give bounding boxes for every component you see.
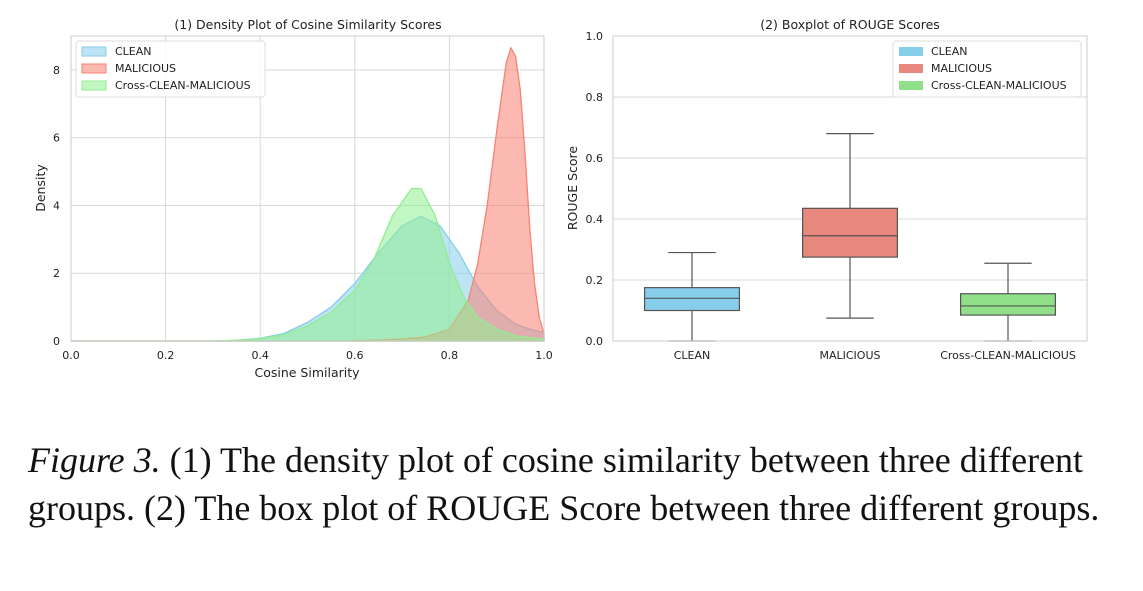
boxplot-y-tick-label: 0.6 [586,152,604,165]
density-x-tick-label: 0.0 [62,349,80,362]
caption-text: (1) The density plot of cosine similarit… [28,440,1100,528]
boxplot-x-tick-label: MALICIOUS [819,349,880,362]
boxplot-y-tick-label: 0.2 [586,274,604,287]
boxplot-boxes [643,133,1056,342]
boxplot-title: (2) Boxplot of ROUGE Scores [760,17,940,32]
density-legend: CLEAN MALICIOUS Cross-CLEAN-MALICIOUS [75,40,266,98]
density-y-tick-label: 8 [53,64,60,77]
density-plot-title: (1) Density Plot of Cosine Similarity Sc… [174,17,441,32]
density-y-tick-label: 2 [53,267,60,280]
density-y-tick-label: 4 [53,199,60,212]
figure-canvas: (1) Density Plot of Cosine Similarity Sc… [33,17,1088,380]
density-legend-label: MALICIOUS [115,62,176,75]
boxplot-legend-swatch [899,81,923,90]
density-series [71,46,545,342]
boxplot-box-malicious [801,207,898,258]
caption-label: Figure 3. [28,440,161,480]
boxplot-legend-swatch [899,64,923,73]
boxplot-x-tick-label: Cross-CLEAN-MALICIOUS [940,349,1076,362]
density-legend-swatch [81,63,107,74]
density-plot-frame [70,35,545,342]
density-x-axis-label: Cosine Similarity [254,365,360,380]
boxplot-ticks: 0.0 0.2 0.4 0.6 0.8 1.0 CLEAN MALICIOUS Cross-CL… [586,30,1076,362]
density-x-tick-label: 0.6 [346,349,364,362]
density-y-axis-label: Density [33,164,48,212]
density-legend-label: Cross-CLEAN-MALICIOUS [115,79,251,92]
boxplot-y-tick-label: 0.8 [586,91,604,104]
boxplot-box-cross-clean-malicious [959,293,1056,316]
density-legend-swatch [81,46,107,57]
boxplot-frame [612,35,1088,342]
boxplot-y-axis-label: ROUGE Score [565,146,580,231]
density-legend-swatch [81,80,107,91]
density-y-tick-label: 6 [53,132,60,145]
density-area-cross-clean-malicious [71,187,545,342]
figure-caption: Figure 3. (1) The density plot of cosine… [28,436,1118,532]
density-legend-box [75,40,266,98]
density-plot: (1) Density Plot of Cosine Similarity Sc… [33,17,553,380]
density-x-tick-label: 0.8 [441,349,459,362]
density-legend-label: CLEAN [115,45,152,58]
boxplot-legend: CLEAN MALICIOUS Cross-CLEAN-MALICIOUS [892,40,1082,98]
boxplot-legend-label: Cross-CLEAN-MALICIOUS [931,79,1067,92]
boxplot-box-clean [643,287,740,312]
boxplot-x-tick-label: CLEAN [674,349,711,362]
density-y-tick-label: 0 [53,335,60,348]
boxplot-legend-label: MALICIOUS [931,62,992,75]
boxplot-legend-swatch [899,47,923,56]
density-x-tick-label: 0.2 [157,349,175,362]
boxplot: (2) Boxplot of ROUGE Scores 0.0 0.2 0.4 0.6… [565,17,1088,362]
boxplot-legend-label: CLEAN [931,45,968,58]
density-ticks: 0.0 0.2 0.4 0.6 0.8 1.0 0 2 4 6 8 [53,64,553,362]
boxplot-legend-box [892,40,1082,98]
density-x-tick-label: 1.0 [535,349,553,362]
density-x-tick-label: 0.4 [251,349,269,362]
boxplot-y-tick-label: 0.4 [586,213,604,226]
boxplot-y-tick-label: 1.0 [586,30,604,43]
boxplot-y-tick-label: 0.0 [586,335,604,348]
